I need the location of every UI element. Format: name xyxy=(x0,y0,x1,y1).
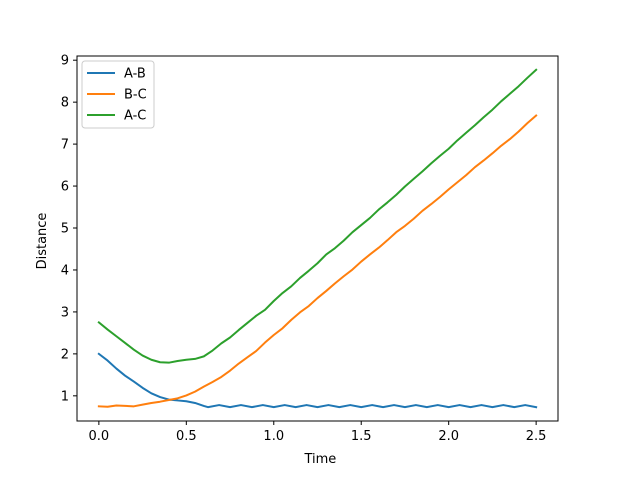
y-tick-label: 1 xyxy=(61,389,69,404)
series-line-a-c xyxy=(97,68,538,364)
legend-items: A-B B-C A-C xyxy=(87,67,147,124)
axes-frame xyxy=(76,55,559,422)
x-tick-label: 0.0 xyxy=(89,429,110,444)
x-tick-label: 0.5 xyxy=(176,429,197,444)
y-tick-label: 9 xyxy=(61,54,69,69)
legend-label-a-b: A-B xyxy=(124,67,146,82)
x-tick-label: 2.5 xyxy=(526,429,547,444)
axis-ticks: 0.0 0.5 1.0 1.5 2.0 2.5 1 2 3 4 5 6 7 8 9 xyxy=(61,54,547,444)
x-tick-label: 2.0 xyxy=(438,429,459,444)
y-tick-label: 2 xyxy=(61,347,69,362)
y-tick-label: 8 xyxy=(61,96,69,111)
legend-label-b-c: B-C xyxy=(124,88,147,103)
series-line-a-b xyxy=(97,352,538,409)
legend: A-B B-C A-C xyxy=(81,60,155,129)
x-tick-label: 1.0 xyxy=(263,429,284,444)
legend-label-a-c: A-C xyxy=(124,109,146,124)
series-line-b-c xyxy=(97,114,538,408)
y-tick-label: 5 xyxy=(61,222,69,237)
legend-box xyxy=(81,60,155,129)
y-tick-label: 6 xyxy=(61,180,69,195)
y-axis-label: Distance xyxy=(35,213,50,270)
x-tick-label: 1.5 xyxy=(351,429,372,444)
y-tick-label: 4 xyxy=(61,263,69,278)
y-tick-label: 7 xyxy=(61,138,69,153)
series-lines xyxy=(97,68,538,409)
x-axis-label: Time xyxy=(303,452,336,467)
y-tick-label: 3 xyxy=(61,305,69,320)
